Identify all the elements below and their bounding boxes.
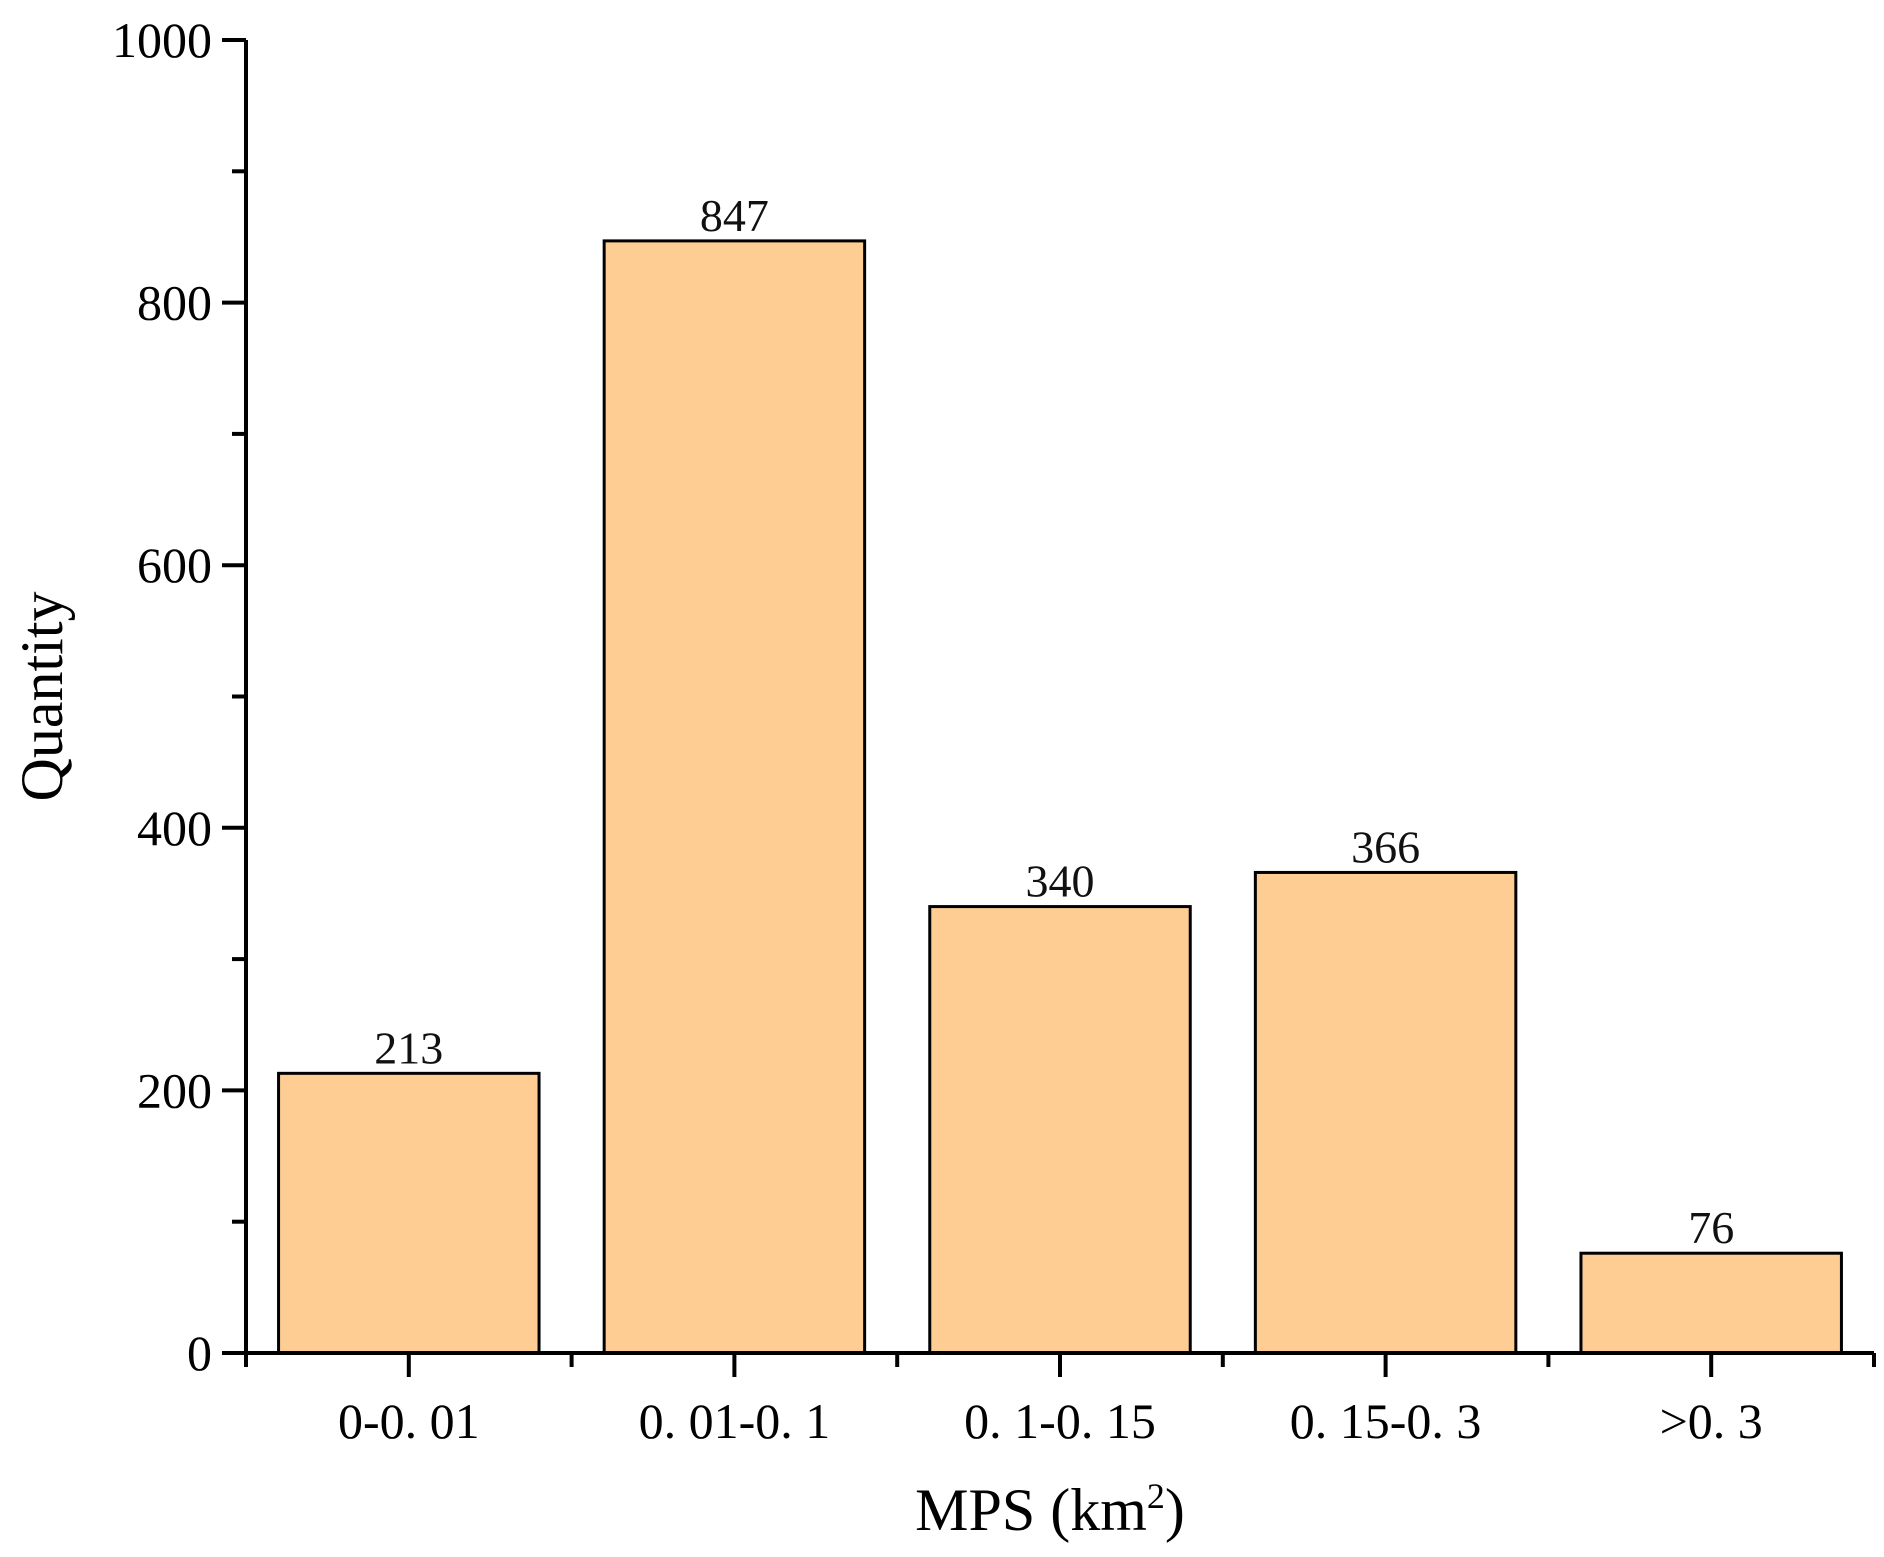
data-label-1: 847 [700, 190, 769, 241]
x-tick-label-0: 0-0. 01 [338, 1393, 480, 1449]
y-tick-label-800: 800 [137, 275, 212, 331]
y-tick-label-200: 200 [137, 1062, 212, 1118]
bar-0 [277, 1071, 541, 1355]
y-tick-label-400: 400 [137, 800, 212, 856]
y-tick-label-1000: 1000 [112, 12, 212, 68]
data-label-3: 366 [1351, 821, 1420, 872]
data-labels-group: 213 847 340 366 76 [374, 190, 1734, 1253]
data-label-2: 340 [1026, 856, 1095, 907]
bar-1 [602, 239, 867, 1355]
bar-2 [928, 905, 1192, 1355]
data-label-4: 76 [1688, 1202, 1734, 1253]
x-tick-label-2: 0. 1-0. 15 [964, 1393, 1156, 1449]
bar-4 [1579, 1251, 1843, 1355]
x-tick-label-3: 0. 15-0. 3 [1290, 1393, 1482, 1449]
x-axis-title-main: MPS (km [915, 1477, 1147, 1543]
y-tick-label-600: 600 [137, 537, 212, 593]
data-label-0: 213 [374, 1022, 443, 1073]
x-axis-ticks: 0-0. 01 0. 01-0. 1 0. 1-0. 15 0. 15-0. 3 >0.… [244, 1353, 1876, 1449]
x-axis-title: MPS (km2) [915, 1476, 1185, 1543]
x-tick-label-1: 0. 01-0. 1 [639, 1393, 831, 1449]
x-axis-title-suffix: ) [1165, 1477, 1185, 1543]
x-axis-title-superscript: 2 [1147, 1476, 1165, 1516]
y-tick-label-0: 0 [187, 1325, 212, 1381]
y-axis-title: Quantity [9, 592, 75, 802]
x-tick-label-4: >0. 3 [1660, 1393, 1763, 1449]
bars-group [277, 239, 1843, 1355]
y-axis-ticks: 0 200 400 600 800 1000 [112, 12, 246, 1381]
bar-3 [1253, 870, 1518, 1355]
